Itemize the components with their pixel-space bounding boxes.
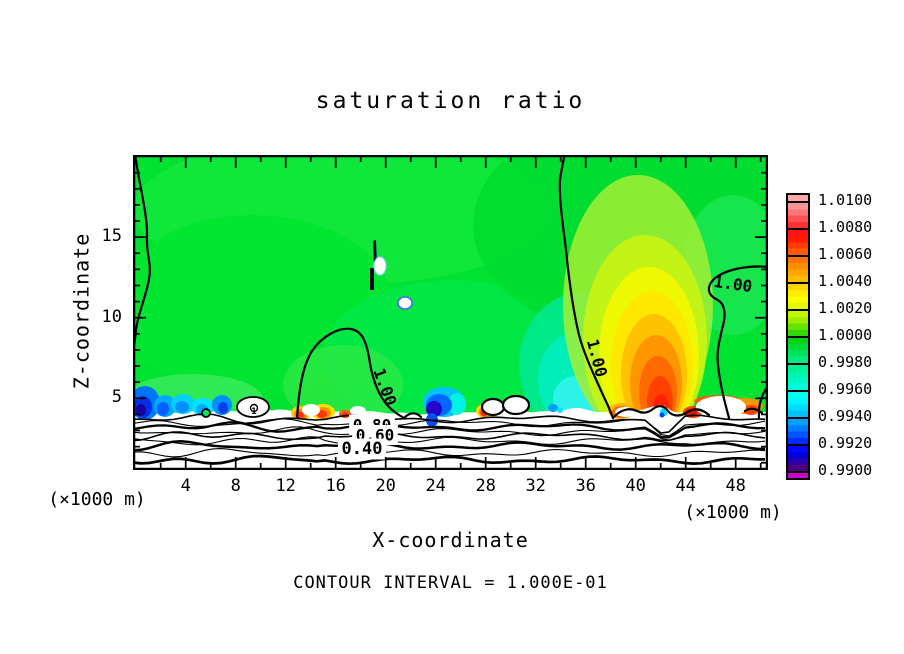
colorbar-label: 0.9960 [818, 380, 873, 398]
colorbar-segment [788, 417, 808, 444]
colorbar-segment [788, 309, 808, 336]
colorbar-label: 1.0100 [818, 191, 873, 209]
colorbar-label: 0.9940 [818, 407, 873, 425]
colorbar-segment [788, 444, 808, 471]
colorbar-label: 1.0040 [818, 272, 873, 290]
x-tick-label: 48 [725, 476, 746, 496]
z-tick-label: 15 [101, 226, 122, 247]
contour-label: 0.40 [342, 439, 383, 459]
colorbar-label: 1.0060 [818, 245, 873, 263]
colorbar-label: 0.9980 [818, 353, 873, 371]
colorbar-segment [788, 255, 808, 282]
x-tick-label: 40 [625, 476, 646, 496]
colorbar-segment [788, 228, 808, 255]
x-tick-label: 32 [525, 476, 546, 496]
z-tick-label: 5 [111, 387, 122, 408]
colorbar-segment [788, 390, 808, 417]
colorbar-segment [788, 363, 808, 390]
x-tick-label: 4 [180, 476, 191, 496]
x-tick-label: 20 [375, 476, 396, 496]
colorbar [786, 193, 810, 480]
colorbar-top-cap [788, 195, 808, 201]
x-tick-label: 28 [475, 476, 496, 496]
colorbar-label: 1.0080 [818, 218, 873, 236]
x-tick-label: 36 [575, 476, 596, 496]
plot-border [133, 155, 768, 470]
contour-label: 1 [251, 407, 256, 417]
contour-field: 1.001.001.000.800.600.401 [133, 155, 768, 470]
x-axis-unit-left: (×1000 m) [48, 489, 146, 510]
z-tick-label: 10 [101, 306, 122, 327]
x-tick-label: 24 [425, 476, 446, 496]
colorbar-label: 0.9900 [818, 461, 873, 479]
x-tick-label: 44 [675, 476, 696, 496]
colorbar-label: 1.0000 [818, 326, 873, 344]
boundary-layer-contours [133, 413, 766, 466]
colorbar-bottom-cap [788, 471, 808, 478]
chart-title: saturation ratio [315, 88, 586, 114]
x-tick-label: 12 [275, 476, 296, 496]
colorbar-label: 0.9920 [818, 434, 873, 452]
contour-interval-text: CONTOUR INTERVAL = 1.000E-01 [293, 573, 608, 593]
colorbar-segment [788, 201, 808, 228]
colorbar-label: 1.0020 [818, 299, 873, 317]
x-axis-label: X-coordinate [372, 528, 529, 552]
x-tick-label: 8 [230, 476, 241, 496]
x-axis-unit-right: (×1000 m) [684, 502, 782, 523]
colorbar-segment [788, 336, 808, 363]
colorbar-segment [788, 282, 808, 309]
x-tick-label: 16 [325, 476, 346, 496]
contour-plot-canvas: 1.001.001.000.800.600.401 [133, 155, 768, 470]
